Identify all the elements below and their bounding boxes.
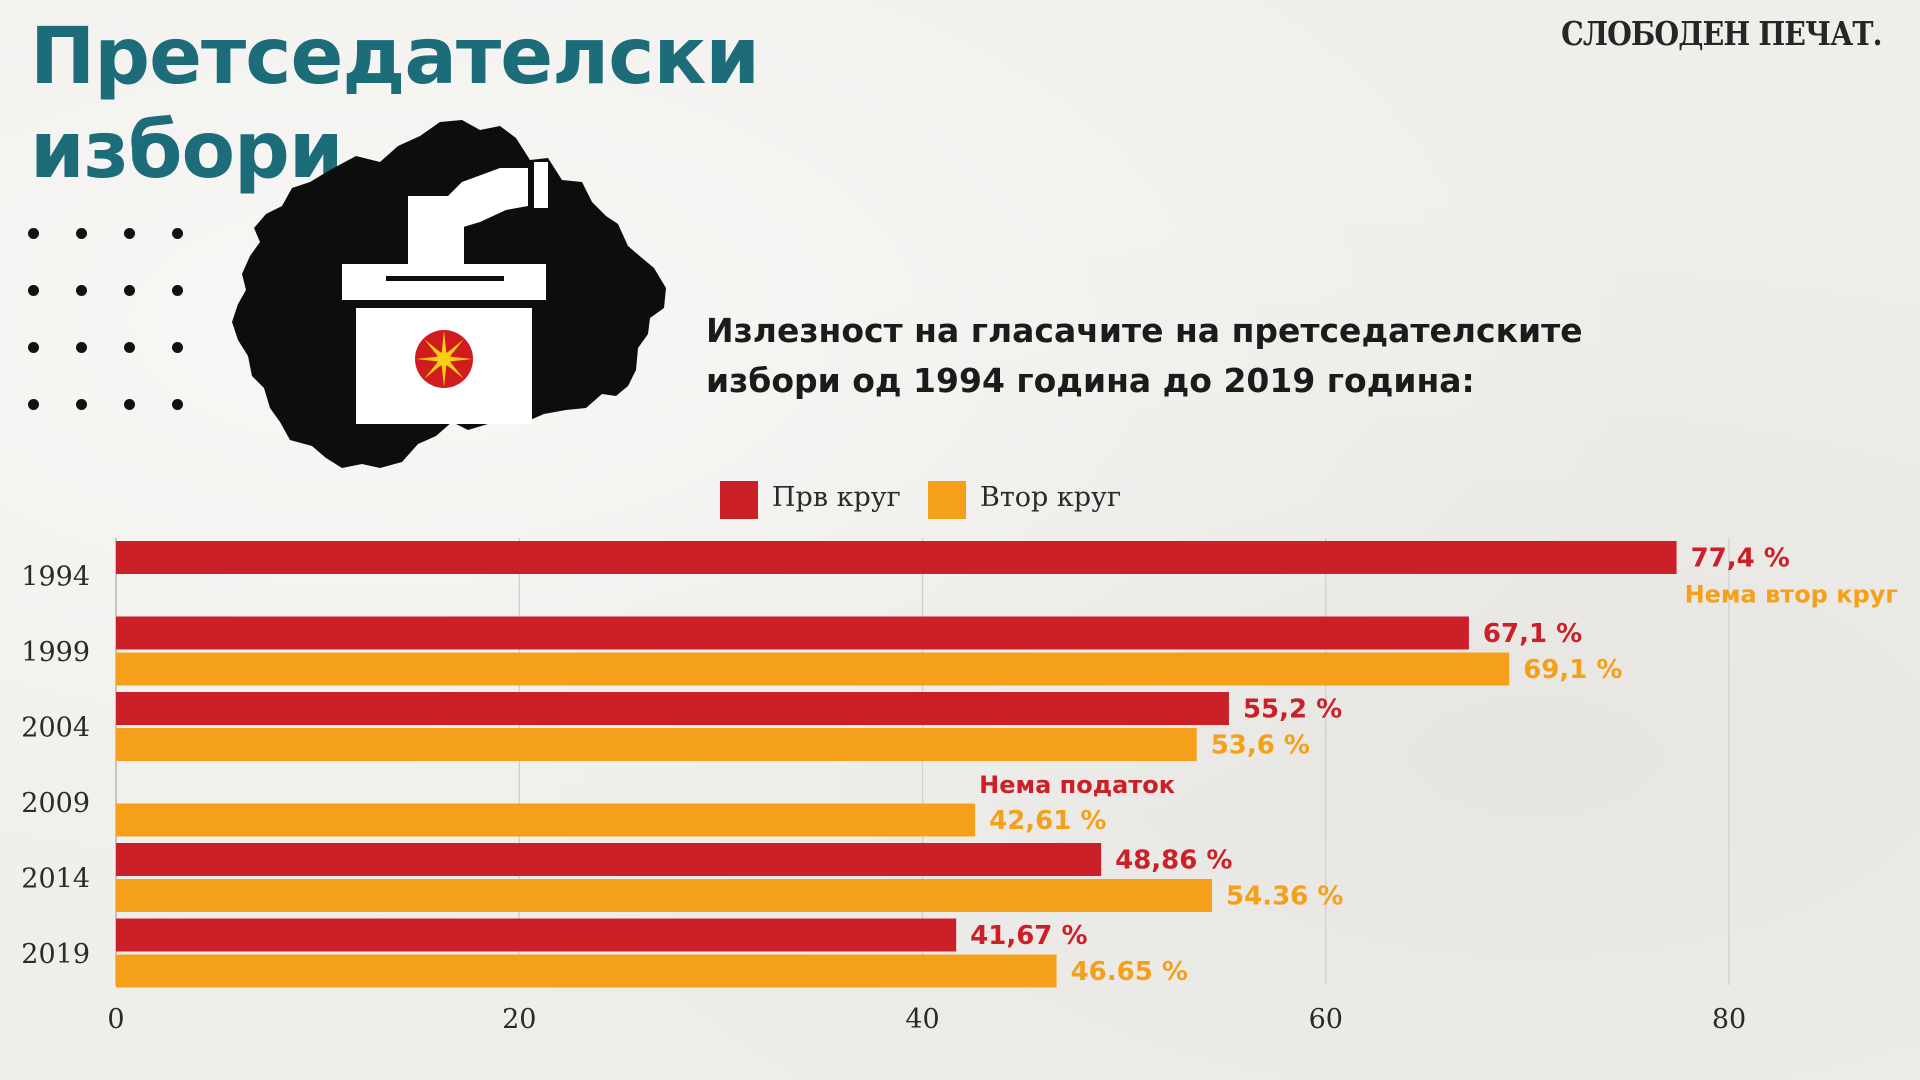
category-label: 2004 <box>21 713 90 744</box>
dot <box>28 399 39 410</box>
category-label: 2009 <box>21 788 90 819</box>
legend-label-second-round: Втор круг <box>980 482 1122 513</box>
dot <box>172 342 183 353</box>
dot <box>28 342 39 353</box>
chart-subtitle: Излезност на гласачите на претседателски… <box>706 306 1706 406</box>
data-label-first-round: 41,67 % <box>970 921 1087 951</box>
bar-first-round <box>116 918 957 952</box>
bar-second-round <box>116 803 976 837</box>
brand-logo: СЛОБОДЕН ПЕЧАТ. <box>1561 14 1883 53</box>
chart-subtitle-line-2: избори од 1994 година до 2019 година: <box>706 361 1475 400</box>
x-tick-label: 80 <box>1712 1004 1746 1035</box>
category-label: 2014 <box>21 864 90 895</box>
dot <box>28 228 39 239</box>
dot <box>124 285 135 296</box>
bar-first-round <box>116 616 1469 650</box>
macedonian-sun-emblem <box>415 330 473 388</box>
ballot-box-lid <box>342 264 546 300</box>
sleeve-cuff <box>534 162 548 208</box>
dot <box>76 342 87 353</box>
dot <box>172 228 183 239</box>
data-label-first-round: 67,1 % <box>1483 619 1582 649</box>
bar-second-round <box>116 728 1197 761</box>
chart-subtitle-line-1: Излезност на гласачите на претседателски… <box>706 311 1583 350</box>
page-title: Претседателски избори <box>30 10 760 198</box>
hand-icon <box>440 168 528 232</box>
dot <box>76 399 87 410</box>
data-label-first-round: 55,2 % <box>1243 695 1342 725</box>
ballot-box-icon <box>232 120 666 468</box>
x-tick-label: 0 <box>107 1004 124 1035</box>
dot <box>28 285 39 296</box>
page-title-line-1: Претседателски <box>30 12 760 102</box>
data-label-first-round: Нема податок <box>979 771 1175 799</box>
data-label-second-round: Нема втор круг <box>1685 581 1898 609</box>
category-label: 1994 <box>21 562 90 593</box>
dot <box>76 228 87 239</box>
data-label-second-round: 53,6 % <box>1211 731 1310 761</box>
category-label: 2019 <box>21 939 90 970</box>
ballot-slot <box>386 276 504 281</box>
dot <box>172 399 183 410</box>
page-title-line-2: избори <box>30 106 344 196</box>
bar-first-round <box>116 541 1677 574</box>
bar-first-round <box>116 843 1102 876</box>
dot <box>124 342 135 353</box>
bar-second-round <box>116 879 1213 912</box>
data-label-first-round: 77,4 % <box>1691 544 1790 574</box>
data-label-second-round: 69,1 % <box>1523 655 1622 685</box>
data-label-second-round: 54.36 % <box>1226 882 1343 912</box>
legend-label-first-round: Прв круг <box>772 482 901 513</box>
x-tick-label: 20 <box>502 1004 536 1035</box>
bar-first-round <box>116 692 1229 725</box>
bar-second-round <box>116 652 1510 686</box>
data-label-first-round: 48,86 % <box>1115 846 1232 876</box>
dot <box>124 399 135 410</box>
legend-swatch-second-round <box>928 481 966 519</box>
dot <box>124 228 135 239</box>
x-tick-label: 40 <box>905 1004 939 1035</box>
dot <box>172 285 183 296</box>
data-label-second-round: 42,61 % <box>989 806 1106 836</box>
dot <box>76 285 87 296</box>
x-tick-label: 60 <box>1309 1004 1343 1035</box>
bar-second-round <box>116 954 1057 988</box>
legend-swatch-first-round <box>720 481 758 519</box>
category-label: 1999 <box>21 637 90 668</box>
data-label-second-round: 46.65 % <box>1071 957 1188 987</box>
